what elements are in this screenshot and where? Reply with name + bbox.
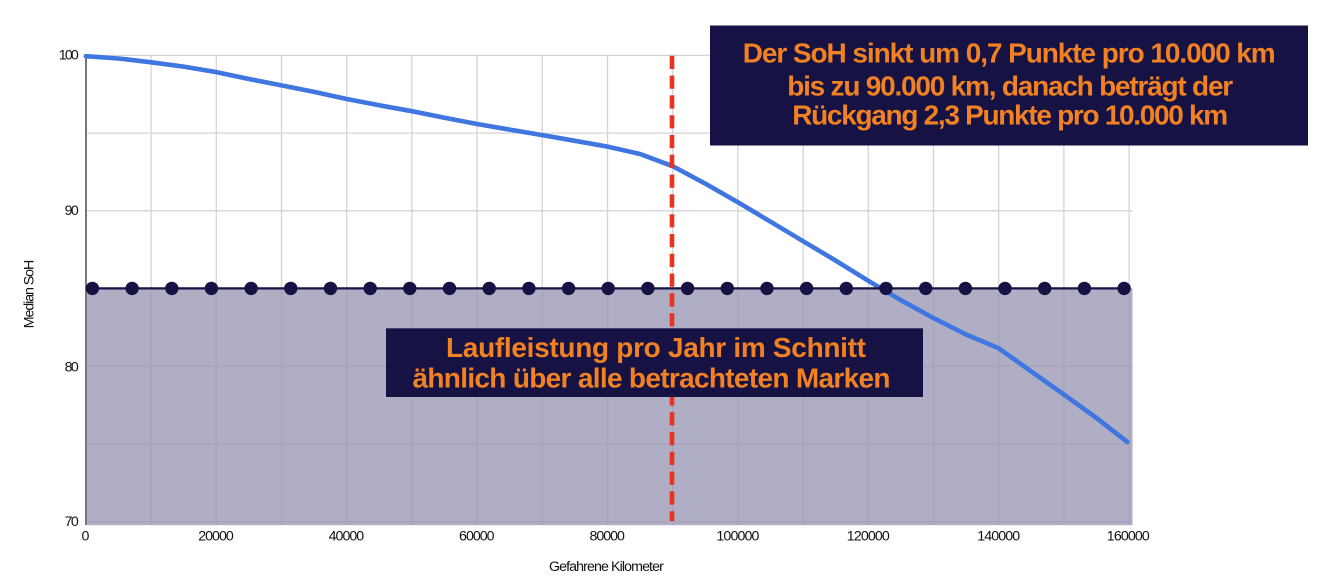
svg-text:120000: 120000 [847, 529, 890, 545]
svg-text:ähnlich über alle betrachteten: ähnlich über alle betrachteten Marken [413, 363, 891, 394]
svg-text:Laufleistung pro Jahr im Schni: Laufleistung pro Jahr im Schnitt [446, 332, 866, 363]
svg-text:140000: 140000 [977, 529, 1020, 545]
svg-text:160000: 160000 [1107, 529, 1150, 545]
svg-text:0: 0 [82, 529, 90, 545]
svg-text:100: 100 [59, 48, 79, 64]
svg-text:Gefahrene Kilometer: Gefahrene Kilometer [549, 559, 664, 575]
svg-text:20000: 20000 [198, 529, 234, 545]
svg-text:bis zu 90.000 km, danach beträ: bis zu 90.000 km, danach beträgt der [787, 71, 1233, 102]
svg-text:80: 80 [65, 360, 79, 376]
svg-text:40000: 40000 [329, 529, 365, 545]
svg-text:70: 70 [65, 514, 79, 530]
svg-text:Median SoH: Median SoH [22, 260, 38, 328]
svg-text:Rückgang 2,3 Punkte pro 10.000: Rückgang 2,3 Punkte pro 10.000 km [792, 100, 1228, 131]
svg-text:90: 90 [65, 203, 79, 219]
svg-text:60000: 60000 [459, 529, 495, 545]
svg-text:100000: 100000 [716, 529, 759, 545]
svg-text:Der SoH sinkt um 0,7 Punkte pr: Der SoH sinkt um 0,7 Punkte pro 10.000 k… [743, 38, 1276, 69]
svg-text:80000: 80000 [589, 529, 625, 545]
